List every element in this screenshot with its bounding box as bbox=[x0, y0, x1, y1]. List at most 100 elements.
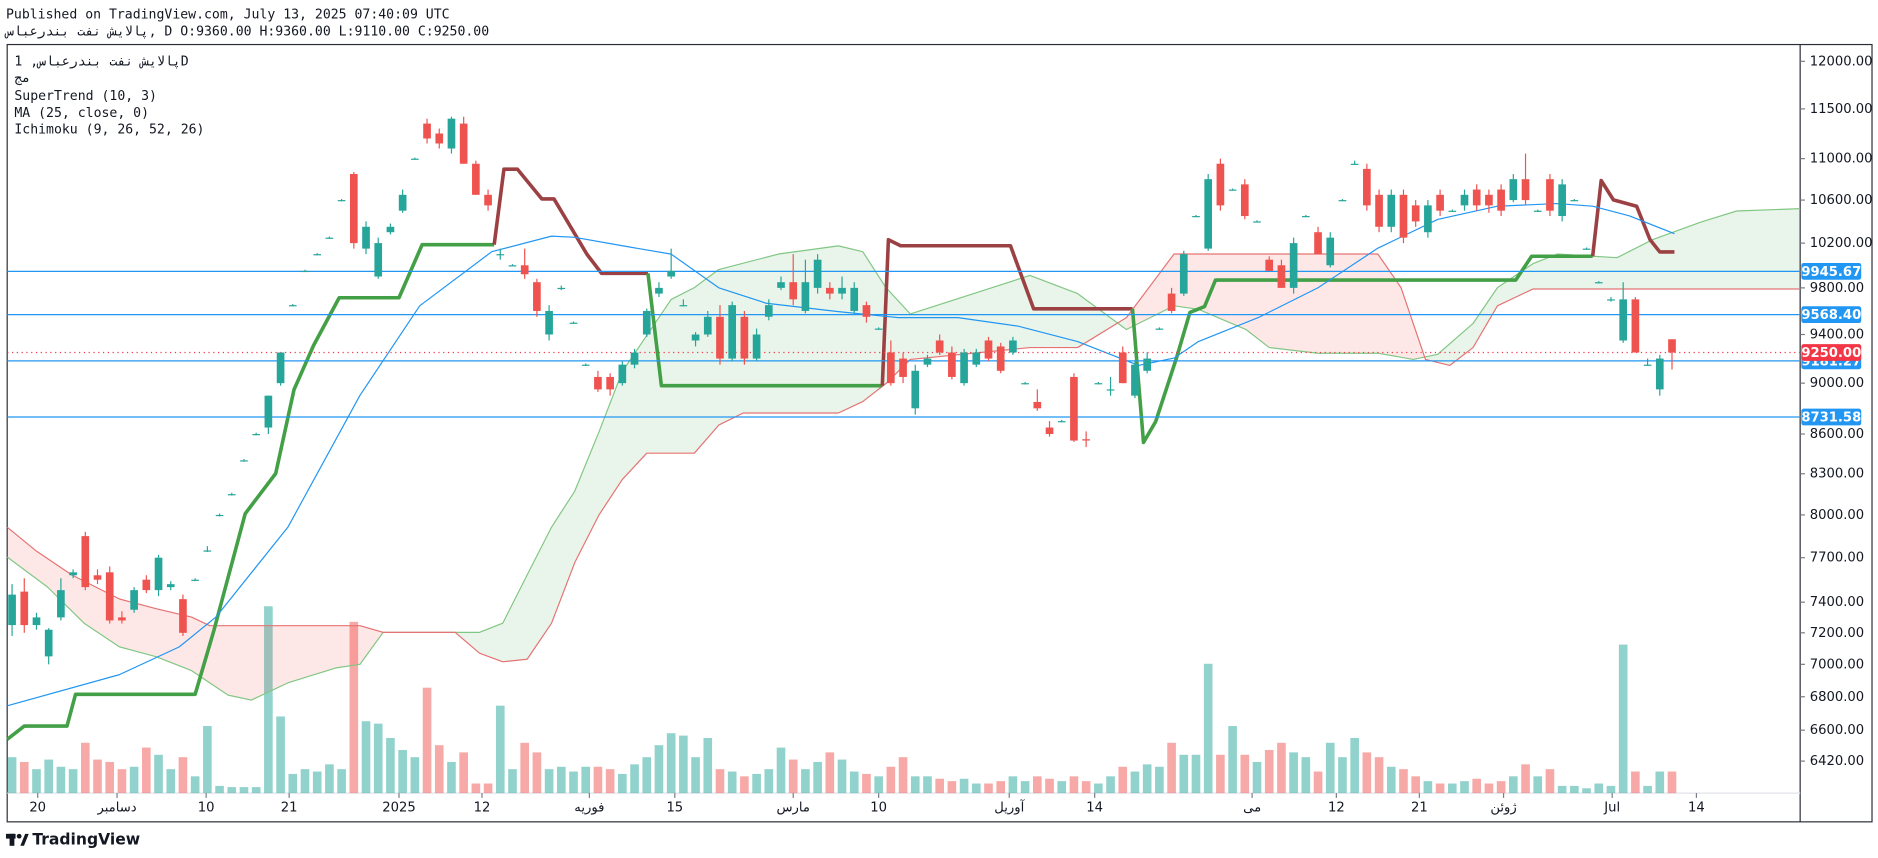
candle-body bbox=[166, 584, 175, 588]
candle-body bbox=[1155, 328, 1164, 330]
cloud bbox=[743, 254, 779, 414]
volume-bar bbox=[862, 773, 871, 794]
y-tick-label: 12000.00 bbox=[1810, 54, 1873, 69]
cloud bbox=[479, 623, 503, 662]
volume-bar bbox=[1655, 771, 1665, 794]
candle-body bbox=[801, 282, 810, 311]
volume-bar bbox=[1033, 776, 1042, 794]
legend-indicator: MA (25, close, 0) bbox=[14, 106, 149, 121]
candle-body bbox=[215, 514, 224, 517]
volume-bar bbox=[532, 752, 542, 794]
cloud bbox=[119, 598, 157, 657]
candle-body bbox=[386, 226, 395, 233]
volume-bar bbox=[1155, 766, 1164, 794]
x-tick-label: مارس bbox=[776, 800, 809, 815]
price-line-label: 8731.58 bbox=[1801, 411, 1861, 426]
candle-body bbox=[1033, 401, 1042, 409]
volume-bar bbox=[1191, 754, 1201, 794]
candle-body bbox=[349, 173, 358, 244]
y-tick-label: 7000.00 bbox=[1810, 657, 1864, 672]
volume-bar bbox=[1545, 769, 1555, 794]
supertrend bbox=[646, 273, 883, 388]
volume-bar bbox=[1362, 752, 1372, 794]
volume-bar bbox=[1142, 764, 1152, 794]
volume-bar bbox=[544, 769, 554, 794]
volume-bar bbox=[691, 757, 700, 794]
volume-bar bbox=[1460, 781, 1469, 794]
candle-body bbox=[789, 282, 798, 300]
volume-bar bbox=[80, 742, 90, 794]
volume-bar bbox=[1350, 738, 1359, 794]
volume-bar bbox=[1338, 757, 1347, 794]
cloud bbox=[7, 527, 37, 579]
candle-body bbox=[1289, 243, 1298, 288]
candle-body bbox=[362, 226, 370, 249]
ichimoku-span-b bbox=[6, 253, 1801, 663]
price-line-label-bg bbox=[1801, 306, 1862, 324]
volume-bar bbox=[776, 747, 786, 794]
cloud bbox=[838, 245, 863, 414]
x-tick-label: آوریل bbox=[994, 798, 1025, 815]
candle-body bbox=[435, 133, 444, 144]
volume-bar bbox=[898, 757, 908, 794]
volume-bar bbox=[1240, 754, 1250, 794]
volume-bar bbox=[1289, 752, 1298, 794]
volume-bar bbox=[947, 781, 957, 794]
volume-bar bbox=[276, 716, 285, 794]
volume-bar bbox=[1069, 776, 1079, 794]
candle-body bbox=[1497, 189, 1505, 211]
ichimoku-span-a bbox=[6, 208, 1801, 701]
candle-body bbox=[691, 334, 700, 341]
candle-body bbox=[1009, 340, 1017, 353]
candle-body bbox=[301, 270, 309, 273]
volume-bar bbox=[447, 761, 456, 794]
volume-bar bbox=[1643, 785, 1652, 794]
candle-body bbox=[850, 287, 859, 311]
brand-logo bbox=[5, 833, 29, 846]
y-tick-label: 9800.00 bbox=[1810, 281, 1864, 296]
price-line-label: 9568.40 bbox=[1801, 308, 1861, 323]
candle-body bbox=[105, 572, 114, 621]
cloud bbox=[36, 551, 48, 587]
moving-average bbox=[7, 202, 1675, 707]
candle-body bbox=[972, 352, 981, 365]
volume-bar bbox=[1386, 766, 1396, 794]
volume-bar bbox=[1374, 757, 1384, 794]
candle-body bbox=[1546, 179, 1554, 211]
volume-bar bbox=[7, 757, 17, 794]
candle-body bbox=[1350, 163, 1359, 165]
candle-body bbox=[1460, 194, 1469, 206]
volume-bar bbox=[190, 776, 200, 794]
volume-bar bbox=[44, 759, 53, 794]
candle-body bbox=[203, 550, 212, 552]
candle-body bbox=[264, 395, 273, 428]
supertrend bbox=[6, 242, 495, 741]
candle-body bbox=[118, 617, 126, 621]
cloud bbox=[1029, 275, 1078, 348]
candle-body bbox=[1338, 200, 1347, 202]
volume-bar bbox=[715, 769, 725, 794]
candle-body bbox=[703, 316, 712, 335]
volume-bar bbox=[215, 785, 224, 794]
volume-bar bbox=[1509, 776, 1518, 794]
legend-indicator: SuperTrend (10, 3) bbox=[14, 89, 157, 104]
volume-bar bbox=[93, 759, 102, 794]
candle-body bbox=[93, 575, 102, 580]
cloud bbox=[1401, 287, 1414, 360]
volume-bar bbox=[1533, 776, 1543, 794]
volume-bar bbox=[788, 759, 798, 794]
volume-bar bbox=[959, 778, 969, 794]
candle-body bbox=[1314, 232, 1322, 255]
volume-bar bbox=[1216, 754, 1225, 794]
candle-body bbox=[1436, 194, 1444, 211]
cloud bbox=[551, 491, 575, 624]
candle-body bbox=[288, 305, 297, 307]
candle-body bbox=[69, 572, 77, 576]
volume-bar bbox=[740, 776, 749, 794]
volume-bar bbox=[886, 766, 896, 794]
legend-symbol: پالایش نفت بندرعباس, 1D bbox=[14, 54, 188, 69]
cloud bbox=[527, 527, 552, 660]
y-tick-label: 9400.00 bbox=[1810, 328, 1864, 343]
volume-bar bbox=[1301, 757, 1311, 794]
